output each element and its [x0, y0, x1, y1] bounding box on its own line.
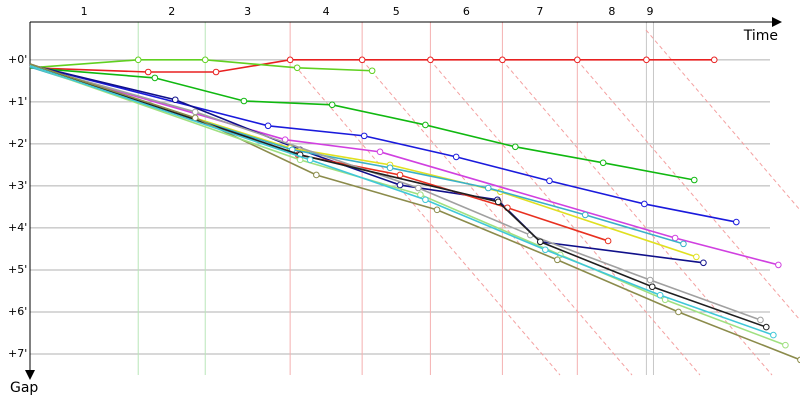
series-line — [29, 63, 767, 328]
data-point — [797, 356, 800, 364]
series-line — [29, 64, 779, 266]
data-point — [293, 64, 301, 72]
data-point — [452, 153, 460, 161]
data-point — [541, 246, 549, 254]
data-point — [427, 56, 434, 64]
data-point — [201, 56, 209, 64]
data-point — [646, 276, 654, 284]
data-point — [656, 291, 664, 299]
series-line — [29, 67, 695, 181]
lapping-line — [289, 59, 561, 376]
data-point — [264, 122, 272, 130]
series-line — [29, 59, 715, 73]
data-point — [546, 177, 553, 185]
lapping-line — [501, 59, 773, 376]
data-point — [151, 74, 159, 82]
y-tick-label: +0' — [8, 53, 27, 66]
data-point — [775, 261, 782, 269]
lapping-line — [429, 59, 701, 376]
data-point — [770, 331, 777, 339]
lap-label: 9 — [646, 5, 653, 18]
data-point — [733, 218, 740, 226]
data-point — [599, 159, 607, 167]
data-point — [433, 206, 441, 214]
time-arrow — [772, 17, 782, 27]
x-axis-label: Time — [743, 28, 778, 44]
data-point — [422, 196, 429, 204]
data-point — [643, 56, 650, 64]
data-point — [415, 184, 422, 192]
y-tick-label: +4' — [8, 221, 27, 234]
y-tick-label: +6' — [8, 305, 27, 318]
data-point — [757, 316, 764, 324]
data-point — [240, 97, 248, 105]
lap-label: 4 — [323, 5, 330, 18]
data-point — [422, 121, 429, 129]
lapping-line — [645, 29, 800, 211]
data-point — [212, 68, 220, 76]
lap-label: 5 — [393, 5, 400, 18]
data-point — [574, 56, 581, 64]
data-point — [512, 143, 519, 151]
lap-label: 1 — [81, 5, 88, 18]
data-point — [134, 56, 142, 64]
data-point — [144, 68, 152, 76]
data-point — [396, 171, 404, 179]
data-point — [782, 341, 789, 349]
data-point — [675, 308, 682, 316]
series-line — [29, 64, 774, 336]
lapping-line — [576, 59, 800, 321]
lap-label: 6 — [463, 5, 470, 18]
series-line — [29, 66, 684, 245]
y-tick-label: +5' — [8, 263, 27, 276]
data-point — [360, 132, 368, 140]
data-point — [368, 67, 376, 75]
y-tick-label: +3' — [8, 179, 27, 192]
data-point — [494, 198, 502, 206]
data-point — [313, 171, 320, 179]
lapping-lines — [289, 29, 800, 376]
data-point — [328, 101, 336, 109]
y-tick-label: +7' — [8, 347, 27, 360]
data-point — [690, 176, 698, 184]
lap-label: 3 — [244, 5, 251, 18]
y-axis-label: Gap — [10, 380, 38, 396]
data-point — [358, 56, 366, 64]
data-point — [700, 259, 707, 267]
data-point — [671, 234, 679, 242]
data-point — [710, 56, 718, 64]
data-point — [604, 237, 612, 245]
series-line — [29, 64, 786, 346]
data-point — [762, 323, 770, 331]
y-tick-label: +2' — [8, 137, 27, 150]
data-point — [484, 184, 492, 192]
gap-arrow — [25, 370, 35, 380]
data-point — [641, 200, 648, 208]
data-point — [306, 156, 314, 164]
data-point — [554, 256, 561, 264]
lap-label: 8 — [608, 5, 615, 18]
data-point — [680, 240, 687, 248]
data-point — [171, 96, 179, 104]
data-point — [581, 211, 589, 219]
data-point — [191, 108, 199, 116]
data-point — [648, 283, 656, 291]
data-point — [536, 238, 544, 246]
y-tick-label: +1' — [8, 95, 27, 108]
series-line — [29, 64, 761, 321]
data-point — [286, 56, 294, 64]
data-point — [376, 148, 384, 156]
data-point — [693, 253, 700, 261]
lapping-line — [361, 59, 633, 376]
lap-label: 7 — [536, 5, 543, 18]
data-point — [499, 56, 506, 64]
data-point — [386, 164, 394, 172]
lap-label: 2 — [168, 5, 175, 18]
